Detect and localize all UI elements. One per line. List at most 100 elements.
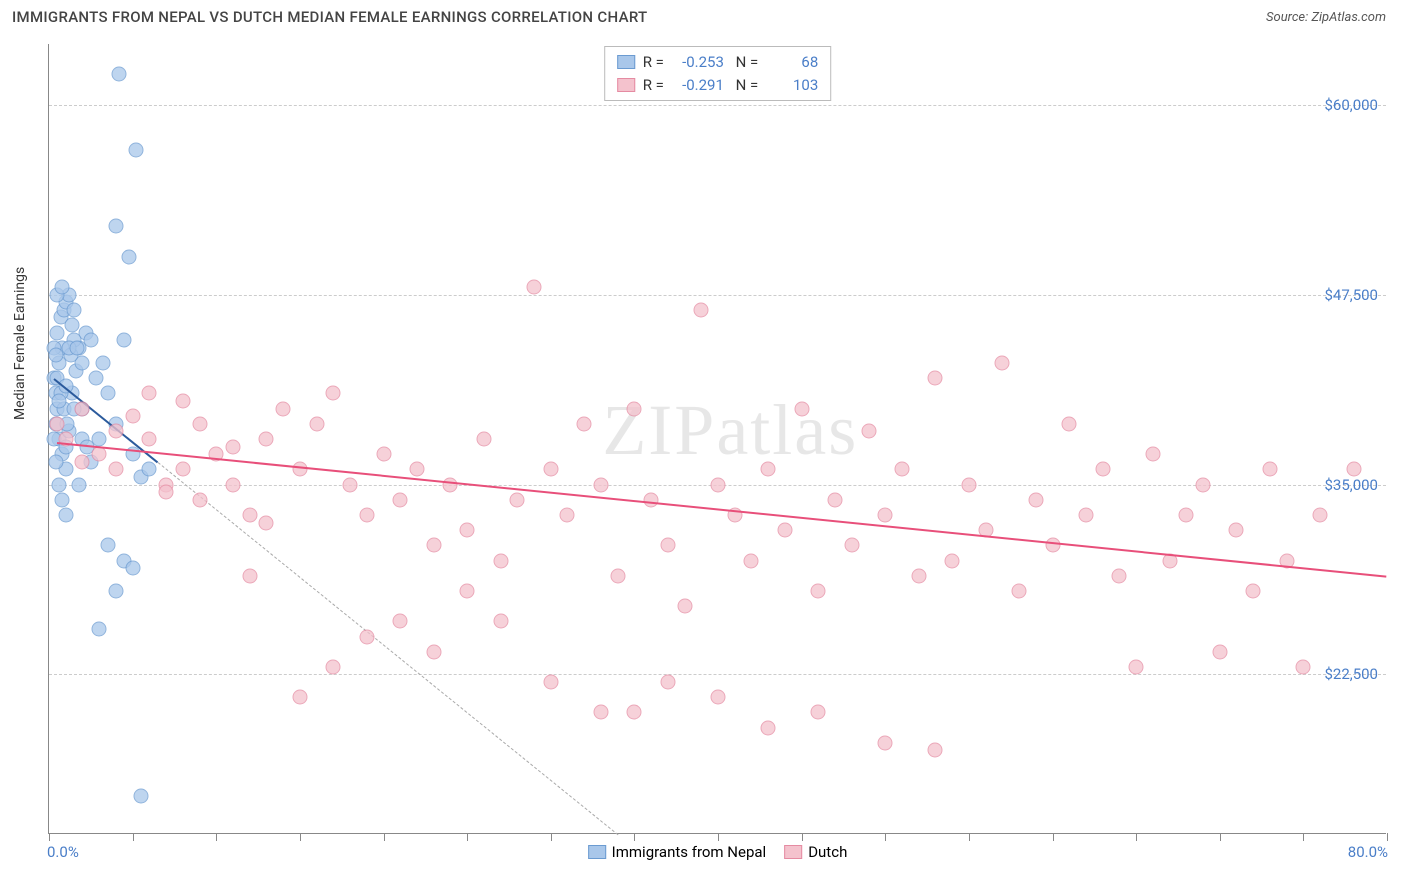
data-point-dutch [761, 462, 776, 477]
data-point-dutch [961, 477, 976, 492]
data-point-dutch [593, 477, 608, 492]
data-point-dutch [292, 690, 307, 705]
data-point-nepal [133, 789, 148, 804]
gridline [49, 105, 1386, 106]
data-point-dutch [242, 507, 257, 522]
data-point-dutch [192, 416, 207, 431]
data-point-nepal [55, 280, 70, 295]
data-point-dutch [175, 462, 190, 477]
data-point-dutch [192, 492, 207, 507]
data-point-nepal [128, 143, 143, 158]
data-point-nepal [100, 386, 115, 401]
data-point-nepal [48, 454, 63, 469]
data-point-dutch [1246, 583, 1261, 598]
data-point-dutch [50, 416, 65, 431]
data-point-dutch [259, 515, 274, 530]
x-tick [467, 833, 468, 841]
data-point-dutch [878, 507, 893, 522]
gridline [49, 674, 1386, 675]
data-point-dutch [460, 583, 475, 598]
data-point-dutch [460, 523, 475, 538]
r-value-dutch: -0.291 [672, 74, 724, 97]
data-point-dutch [75, 401, 90, 416]
n-label: N = [732, 51, 758, 74]
legend-label: Immigrants from Nepal [612, 843, 767, 861]
data-point-dutch [343, 477, 358, 492]
data-point-dutch [610, 568, 625, 583]
data-point-nepal [117, 333, 132, 348]
data-point-dutch [811, 583, 826, 598]
x-tick [718, 833, 719, 841]
legend-item: Immigrants from Nepal [588, 843, 767, 861]
gridline [49, 295, 1386, 296]
data-point-dutch [1145, 447, 1160, 462]
data-point-dutch [627, 705, 642, 720]
data-point-dutch [159, 485, 174, 500]
x-tick [1136, 833, 1137, 841]
data-point-dutch [393, 614, 408, 629]
data-point-dutch [1045, 538, 1060, 553]
chart-header: IMMIGRANTS FROM NEPAL VS DUTCH MEDIAN FE… [0, 0, 1406, 30]
data-point-dutch [660, 538, 675, 553]
n-label: N = [732, 74, 758, 97]
scatter-chart: ZIPatlas R =-0.253 N =68R =-0.291 N =103… [48, 44, 1386, 834]
data-point-dutch [1229, 523, 1244, 538]
data-point-dutch [894, 462, 909, 477]
data-point-nepal [70, 340, 85, 355]
data-point-nepal [108, 219, 123, 234]
data-point-dutch [928, 371, 943, 386]
data-point-dutch [711, 477, 726, 492]
data-point-dutch [677, 599, 692, 614]
n-value-dutch: 103 [766, 74, 818, 97]
watermark-text-thin: atlas [716, 390, 858, 470]
trendline-extension-nepal [157, 462, 618, 835]
data-point-dutch [1095, 462, 1110, 477]
legend-swatch [784, 845, 802, 859]
data-point-dutch [828, 492, 843, 507]
data-point-dutch [1313, 507, 1328, 522]
data-point-dutch [108, 424, 123, 439]
data-point-nepal [65, 318, 80, 333]
data-point-dutch [844, 538, 859, 553]
data-point-nepal [52, 394, 67, 409]
chart-title: IMMIGRANTS FROM NEPAL VS DUTCH MEDIAN FE… [12, 8, 648, 26]
swatch-dutch [617, 78, 635, 92]
data-point-dutch [1262, 462, 1277, 477]
data-point-dutch [995, 356, 1010, 371]
x-tick [1220, 833, 1221, 841]
data-point-dutch [1196, 477, 1211, 492]
data-point-dutch [376, 447, 391, 462]
x-axis-max-label: 80.0% [1348, 843, 1388, 861]
y-axis-label: Median Female Earnings [12, 267, 28, 420]
data-point-dutch [911, 568, 926, 583]
data-point-dutch [1078, 507, 1093, 522]
swatch-nepal [617, 55, 635, 69]
data-point-nepal [112, 67, 127, 82]
data-point-nepal [50, 325, 65, 340]
data-point-dutch [75, 454, 90, 469]
x-tick [802, 833, 803, 841]
data-point-dutch [811, 705, 826, 720]
data-point-dutch [326, 659, 341, 674]
data-point-dutch [777, 523, 792, 538]
data-point-nepal [88, 371, 103, 386]
y-tick-label: $47,500 [1324, 286, 1378, 304]
data-point-dutch [928, 743, 943, 758]
data-point-dutch [359, 629, 374, 644]
data-point-dutch [1028, 492, 1043, 507]
data-point-dutch [292, 462, 307, 477]
data-point-dutch [393, 492, 408, 507]
data-point-dutch [527, 280, 542, 295]
data-point-dutch [225, 477, 240, 492]
data-point-dutch [242, 568, 257, 583]
data-point-dutch [660, 675, 675, 690]
r-label: R = [643, 74, 664, 97]
data-point-nepal [48, 348, 63, 363]
data-point-dutch [1012, 583, 1027, 598]
x-tick [300, 833, 301, 841]
data-point-dutch [761, 720, 776, 735]
data-point-dutch [359, 507, 374, 522]
data-point-nepal [67, 302, 82, 317]
data-point-dutch [493, 614, 508, 629]
data-point-dutch [1346, 462, 1361, 477]
